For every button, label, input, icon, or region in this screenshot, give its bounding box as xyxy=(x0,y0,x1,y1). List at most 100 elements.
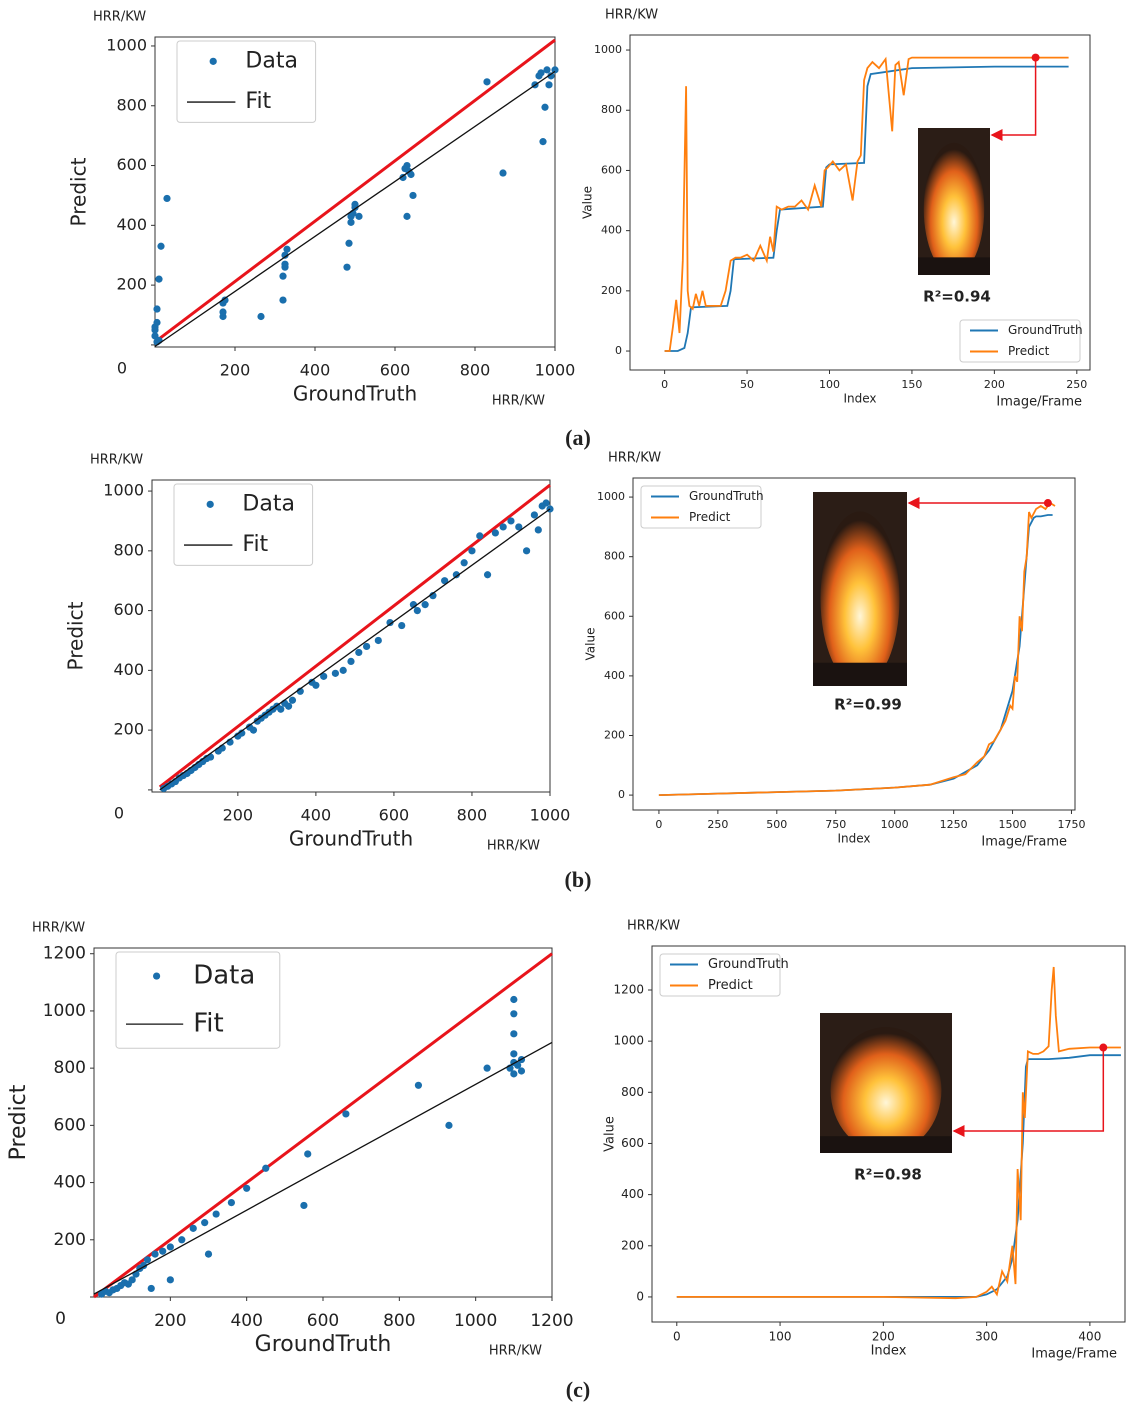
legend-label: Predict xyxy=(708,978,753,993)
x-tick-label: 300 xyxy=(975,1330,998,1344)
data-point xyxy=(155,275,163,283)
data-point xyxy=(347,657,355,666)
legend-swatch xyxy=(153,972,161,980)
x-tick-label: 400 xyxy=(1078,1330,1101,1344)
data-point xyxy=(153,305,161,313)
reference-line xyxy=(93,952,553,1299)
highlight-arrow xyxy=(990,57,1037,141)
x-tick-label: 400 xyxy=(300,361,331,380)
data-point xyxy=(151,1250,159,1258)
data-point xyxy=(409,191,417,200)
y-tick-label: 600 xyxy=(621,1136,644,1150)
data-point xyxy=(355,212,363,220)
data-point xyxy=(243,1184,251,1192)
x-unit: Image/Frame xyxy=(1031,1347,1117,1362)
x-tick-label: 200 xyxy=(872,1330,895,1344)
x-unit: Image/Frame xyxy=(996,395,1082,410)
y-tick-label: 0 xyxy=(117,359,127,378)
legend-label: Fit xyxy=(193,1009,223,1039)
x-tick-label: 600 xyxy=(379,806,410,825)
legend-label: Predict xyxy=(689,510,731,524)
data-point xyxy=(166,1276,174,1284)
inset-flame xyxy=(820,511,900,686)
y-unit: HRR/KW xyxy=(90,453,143,468)
x-tick-label: 600 xyxy=(380,361,411,380)
data-point xyxy=(343,263,351,271)
y-axis-label: Predict xyxy=(6,1084,31,1160)
legend-swatch xyxy=(209,57,217,65)
series-line xyxy=(664,56,1069,352)
data-point xyxy=(499,169,507,177)
inset-flame xyxy=(923,142,985,275)
data-point xyxy=(403,212,411,220)
series-line xyxy=(664,65,1069,352)
y-tick-label: 400 xyxy=(604,669,625,682)
inset-image xyxy=(820,1013,952,1153)
data-point xyxy=(147,1284,155,1293)
legend-label: Fit xyxy=(245,89,271,114)
data-point xyxy=(399,173,407,182)
y-tick-label: 0 xyxy=(55,1309,66,1329)
x-tick-label: 800 xyxy=(383,1311,415,1331)
y-tick-label: 800 xyxy=(113,540,144,559)
x-tick-label: 500 xyxy=(766,818,787,831)
x-tick-label: 200 xyxy=(154,1311,186,1331)
y-unit: HRR/KW xyxy=(605,8,658,23)
data-point xyxy=(281,251,289,259)
y-tick-label: 400 xyxy=(54,1173,86,1193)
fit-line xyxy=(93,1041,553,1295)
fit-line xyxy=(159,508,551,791)
y-tick-label: 1200 xyxy=(43,944,86,964)
x-tick-label: 50 xyxy=(740,378,754,391)
data-point xyxy=(189,1224,197,1232)
legend-label: Data xyxy=(242,491,295,516)
x-tick-label: 1000 xyxy=(535,361,576,380)
inset-base xyxy=(820,1136,952,1153)
x-tick-label: 1000 xyxy=(530,806,571,825)
data-point xyxy=(288,696,297,704)
data-point xyxy=(452,571,460,579)
highlight-point xyxy=(1043,499,1052,508)
data-point xyxy=(510,1050,518,1058)
data-point xyxy=(483,1064,491,1072)
y-tick-label: 800 xyxy=(601,103,622,116)
data-point xyxy=(159,1247,167,1255)
y-tick-label: 800 xyxy=(116,95,147,114)
legend-label: GroundTruth xyxy=(689,489,764,503)
data-point xyxy=(219,308,227,316)
data-point xyxy=(339,666,347,674)
data-point xyxy=(331,669,339,677)
y-tick-label: 0 xyxy=(615,344,622,357)
panel-label: (a) xyxy=(565,425,591,450)
y-tick-label: 400 xyxy=(113,660,144,679)
y-tick-label: 600 xyxy=(113,600,144,619)
data-point xyxy=(539,138,547,146)
y-tick-label: 400 xyxy=(116,215,147,234)
x-unit: HRR/KW xyxy=(487,839,540,854)
inset-base xyxy=(813,662,907,686)
y-tick-label: 1000 xyxy=(43,1001,86,1021)
y-tick-label: 600 xyxy=(601,163,622,176)
y-tick-label: 800 xyxy=(604,550,625,563)
y-tick-label: 1000 xyxy=(594,43,622,56)
y-tick-label: 1000 xyxy=(103,481,144,500)
data-point xyxy=(355,648,363,657)
highlight-point xyxy=(1099,1043,1108,1052)
legend-label: GroundTruth xyxy=(708,957,789,972)
x-tick-label: 600 xyxy=(307,1311,339,1331)
y-unit: HRR/KW xyxy=(608,451,661,466)
x-tick-label: 800 xyxy=(457,806,488,825)
x-tick-label: 1500 xyxy=(999,818,1027,831)
data-point xyxy=(279,296,287,304)
x-tick-label: 150 xyxy=(901,378,922,391)
data-point xyxy=(281,260,289,268)
panel-label: (c) xyxy=(566,1377,590,1402)
y-tick-label: 600 xyxy=(116,155,147,174)
y-axis-label: Value xyxy=(584,628,598,661)
data-point xyxy=(163,194,171,203)
legend-swatch xyxy=(206,500,214,508)
x-tick-label: 1000 xyxy=(454,1311,497,1331)
inset-base xyxy=(918,257,990,275)
reference-line xyxy=(154,38,556,344)
data-point xyxy=(534,526,542,534)
